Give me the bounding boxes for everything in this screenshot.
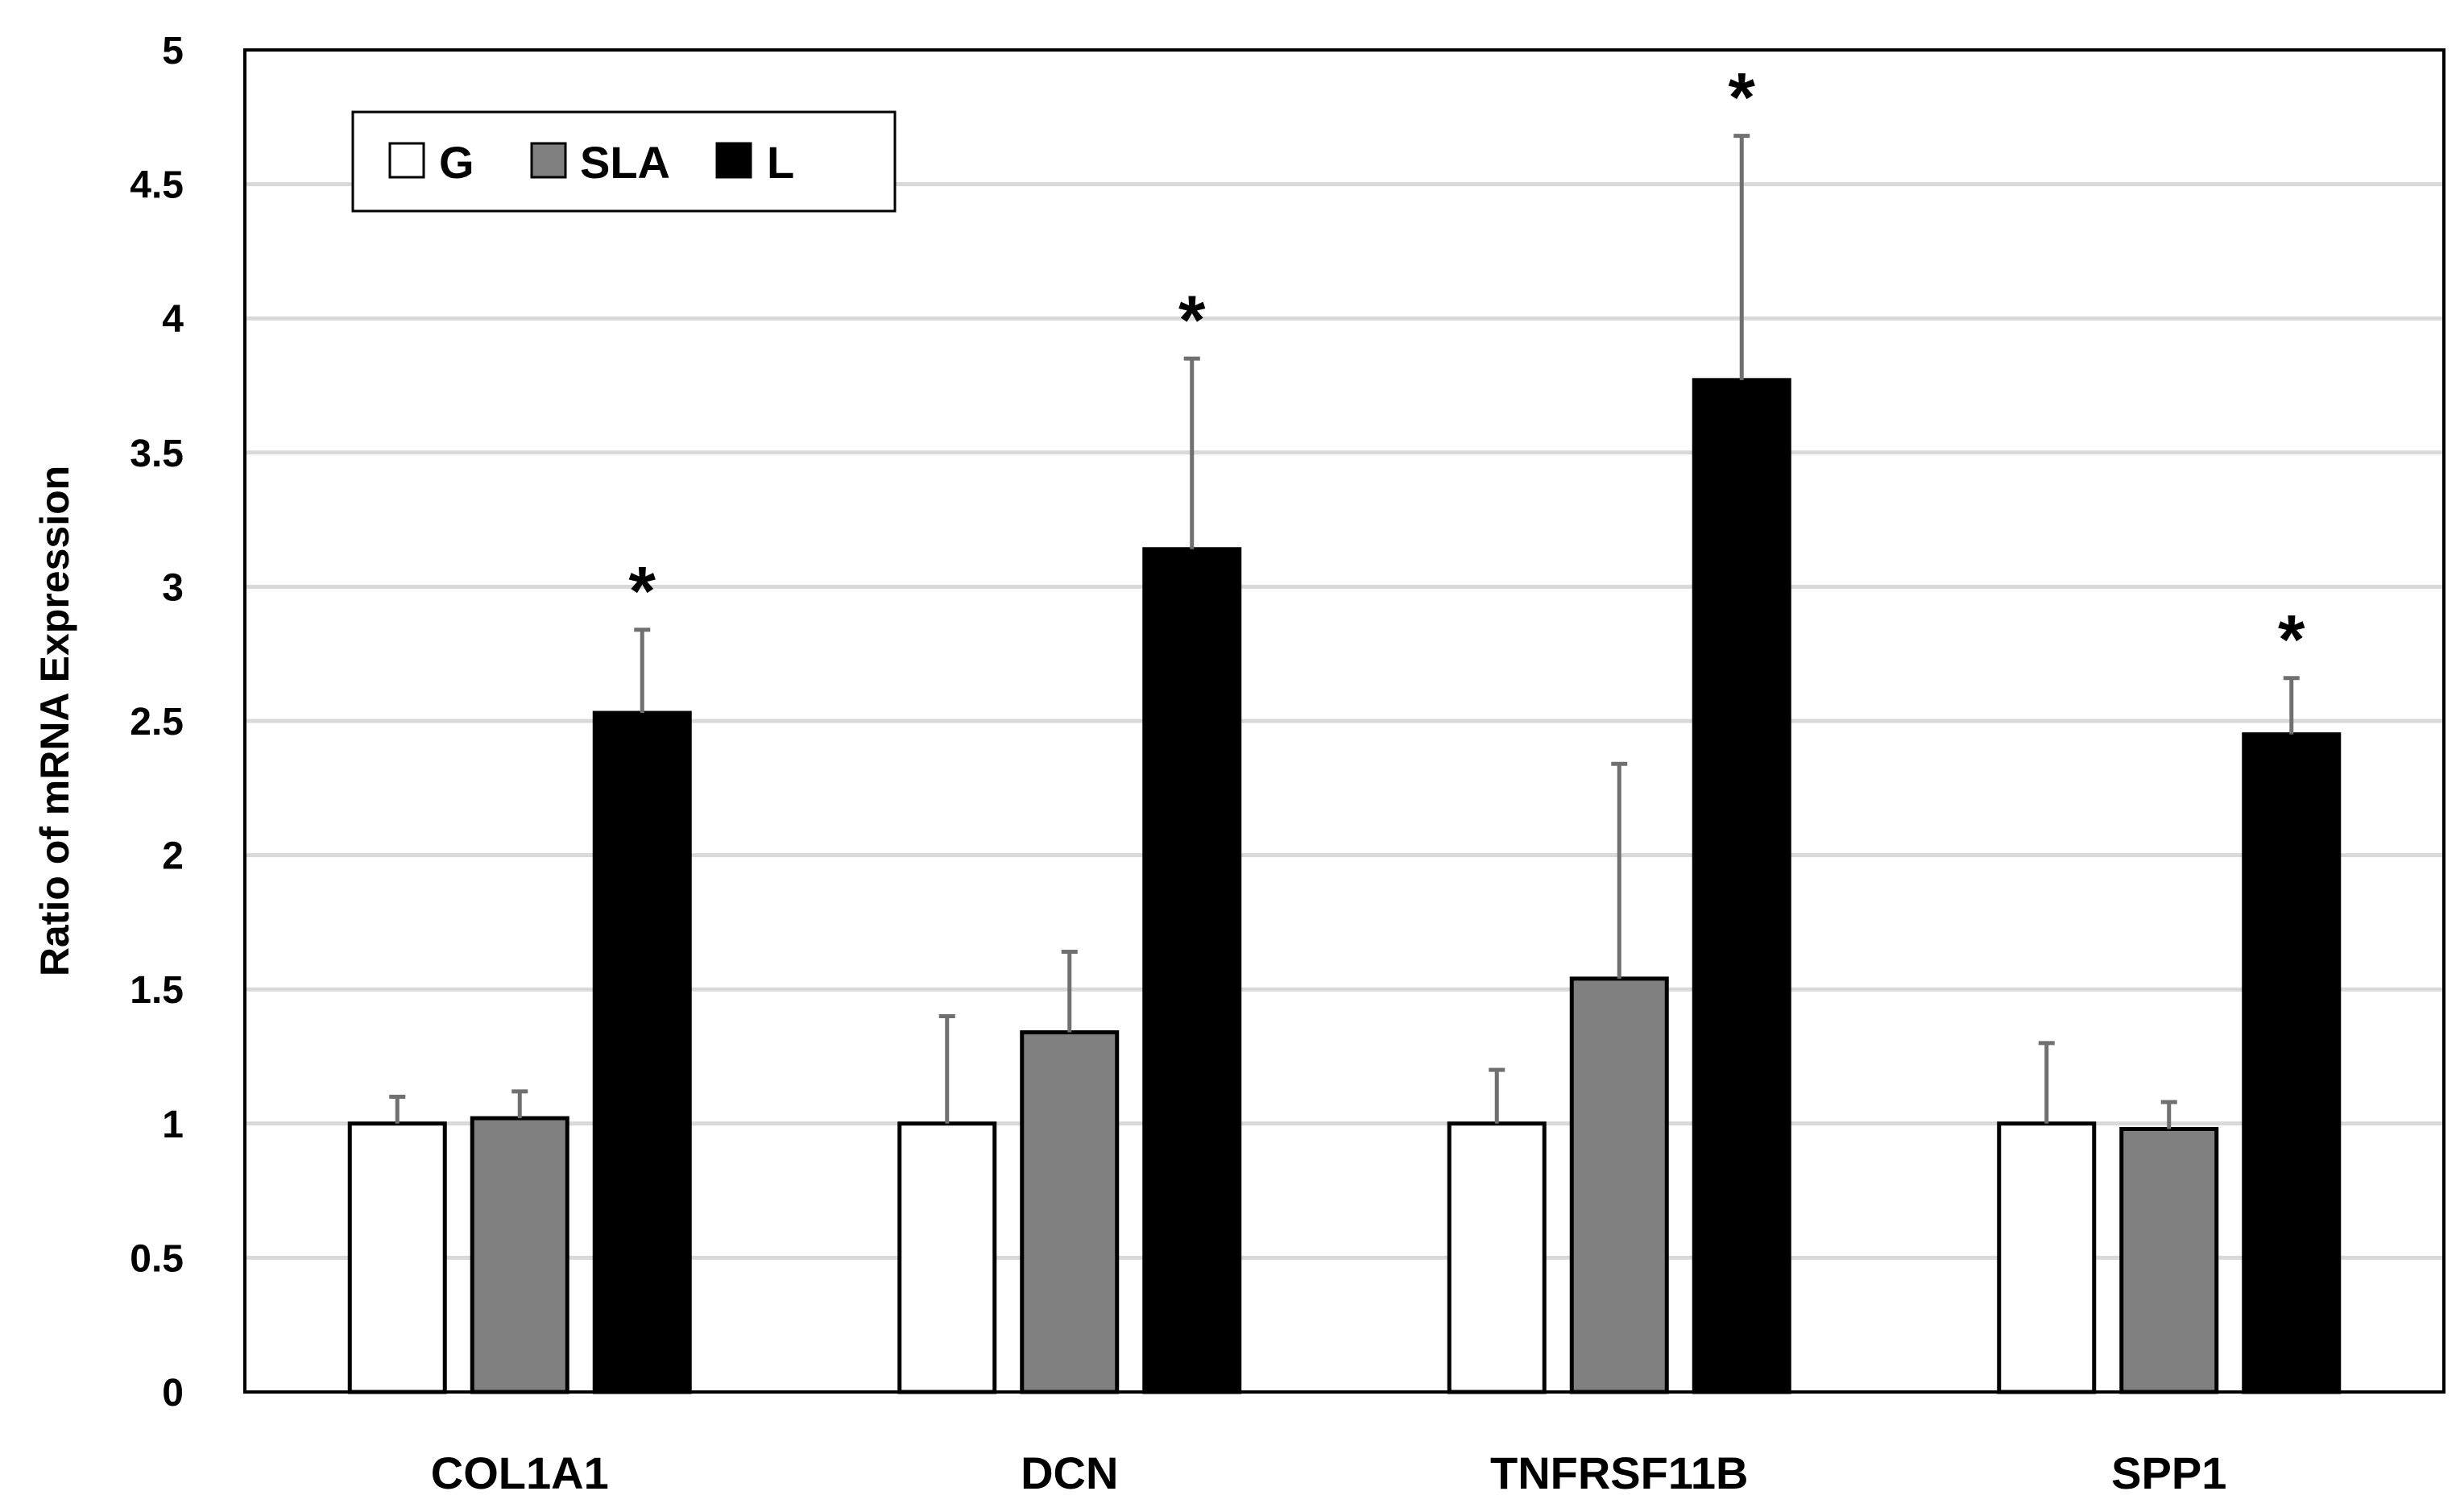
significance-marker: * (2278, 602, 2305, 679)
y-tick-label: 3 (162, 566, 184, 609)
y-tick-label: 2.5 (130, 701, 184, 744)
bar-l-col1a1 (592, 710, 692, 1394)
bar-sla-tnfrsf11b (1569, 976, 1669, 1394)
bar-l-spp1 (2242, 732, 2342, 1394)
x-tick-label: SPP1 (2111, 1448, 2226, 1498)
significance-marker: * (1178, 282, 1206, 359)
bar-g-spp1 (1997, 1121, 2097, 1394)
bar-g-col1a1 (347, 1121, 447, 1394)
legend-swatch-g (388, 142, 425, 179)
y-tick-label: 4.5 (130, 164, 184, 207)
bars: * * * * (347, 60, 2342, 1394)
significance-marker: * (1729, 60, 1756, 137)
x-tick-label: COL1A1 (431, 1448, 609, 1498)
significance-marker: * (629, 553, 656, 631)
y-tick-label: 0 (162, 1372, 184, 1415)
bar-g-dcn (897, 1121, 997, 1394)
y-tick-label: 2 (162, 835, 184, 878)
legend-label-sla: SLA (580, 137, 670, 188)
x-tick-label: DCN (1021, 1448, 1118, 1498)
legend-box (351, 110, 897, 213)
x-tick-label: TNFRSF11B (1490, 1448, 1749, 1498)
y-tick-label: 4 (162, 298, 184, 341)
y-tick-label: 1 (162, 1104, 184, 1146)
gridlines (245, 182, 2444, 1260)
bar-sla-spp1 (2119, 1126, 2219, 1394)
y-tick-label: 1.5 (130, 969, 184, 1012)
bar-l-tnfrsf11b (1692, 378, 1791, 1394)
y-axis-ticks: 0 0.5 1 1.5 2 2.5 3 3.5 4 4.5 5 (130, 30, 184, 1415)
bar-g-tnfrsf11b (1447, 1121, 1547, 1394)
x-axis-ticks: COL1A1 DCN TNFRSF11B SPP1 (431, 1448, 2227, 1498)
y-tick-label: 5 (162, 30, 184, 72)
y-axis-label: Ratio of mRNA Expression (32, 466, 77, 976)
legend: G SLA L (351, 110, 897, 213)
bar-sla-dcn (1020, 1030, 1120, 1394)
legend-swatch-l (715, 142, 752, 179)
legend-label-g: G (439, 137, 474, 188)
legend-swatch-sla (530, 142, 567, 179)
legend-label-l: L (767, 137, 794, 188)
plot-frame (243, 48, 2446, 1394)
bar-l-dcn (1142, 547, 1242, 1394)
y-tick-label: 3.5 (130, 433, 184, 475)
bar-sla-col1a1 (470, 1116, 569, 1394)
y-tick-label: 0.5 (130, 1237, 184, 1280)
